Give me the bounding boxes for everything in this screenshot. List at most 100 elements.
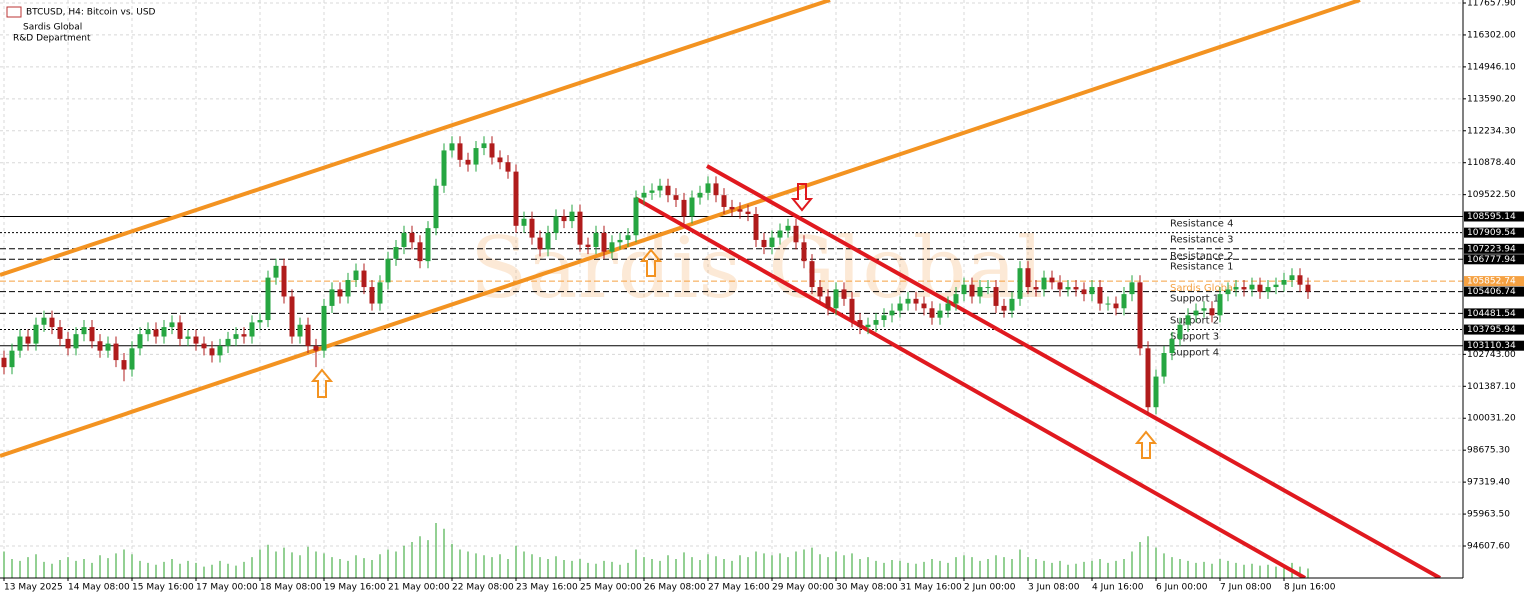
candle-body — [361, 270, 367, 288]
candle-body — [753, 214, 759, 240]
candle-body — [305, 324, 311, 346]
candle-body — [1017, 268, 1023, 299]
x-tick-label: 25 May 00:00 — [580, 583, 642, 593]
chart-title: BTCUSD, H4: Bitcoin vs. USD — [26, 8, 156, 18]
y-tick-label: 102743.00 — [1467, 350, 1516, 360]
candle-body — [681, 199, 687, 217]
candle-body — [497, 157, 503, 163]
candle-body — [265, 277, 271, 321]
candle-body — [617, 239, 623, 243]
signal-arrows — [310, 183, 1158, 459]
candle-body — [457, 143, 463, 160]
candle-body — [1241, 287, 1247, 290]
x-tick-label: 7 Jun 08:00 — [1220, 583, 1272, 593]
candle-body — [1257, 284, 1263, 292]
level-name: Resistance 4 — [1170, 218, 1233, 229]
y-tick-label: 94607.60 — [1467, 542, 1510, 552]
candle-body — [793, 225, 799, 243]
symbol-icon — [6, 6, 22, 18]
candle-body — [785, 225, 791, 231]
candle-body — [1073, 287, 1079, 290]
levels: Resistance 4 Resistance 3 Resistance 2Resi… — [0, 215, 1463, 359]
candle-body — [89, 327, 95, 342]
candle-body — [673, 195, 679, 200]
y-tick-label: 113590.20 — [1467, 94, 1516, 104]
x-tick-label: 13 May 2025 — [4, 583, 63, 593]
candle-body — [185, 336, 191, 339]
candle-body — [425, 228, 431, 262]
candle-body — [585, 244, 591, 248]
candle-body — [977, 287, 983, 297]
candle-body — [1169, 338, 1175, 354]
candle-body — [1081, 289, 1087, 295]
level-price: 105852.74 — [1467, 277, 1516, 287]
trend-line — [706, 164, 1441, 580]
x-tick-label: 30 May 08:00 — [836, 583, 898, 593]
grid — [0, 0, 1463, 578]
candle-body — [553, 216, 559, 233]
candle-body — [49, 317, 55, 328]
candle-body — [377, 282, 383, 304]
y-tick-label: 114946.10 — [1467, 62, 1516, 72]
candle-body — [121, 360, 127, 370]
trend-line — [0, 0, 831, 277]
candle-body — [721, 195, 727, 207]
axes-labels: 117657.90 116302.00 114946.10 113590.20 1122… — [3, 0, 1524, 593]
candle-body — [577, 211, 583, 245]
up-arrow — [1134, 430, 1158, 459]
level-price-box — [1464, 324, 1524, 335]
candle-body — [97, 341, 103, 351]
candle-body — [353, 270, 359, 280]
candle-body — [817, 287, 823, 297]
candle-body — [473, 148, 479, 165]
x-tick-label: 4 Jun 16:00 — [1092, 583, 1144, 593]
candle-body — [665, 185, 671, 196]
candle-body — [297, 324, 303, 337]
x-tick-label: 19 May 16:00 — [324, 583, 386, 593]
level-name: Resistance 3 — [1170, 235, 1233, 246]
candle-body — [1153, 376, 1159, 408]
candle-body — [385, 258, 391, 283]
level-price-box — [1464, 308, 1524, 319]
y-tick-label: 116302.00 — [1467, 30, 1516, 40]
y-tick-label: 117657.90 — [1467, 0, 1516, 8]
candle-body — [985, 287, 991, 289]
candle-body — [649, 190, 655, 193]
candle-body — [705, 183, 711, 193]
candle-body — [889, 310, 895, 316]
candle-body — [761, 239, 767, 248]
level-name: Support 1 — [1170, 294, 1219, 305]
candle-body — [657, 185, 663, 191]
candle-body — [1161, 353, 1167, 377]
candle-body — [233, 334, 239, 339]
candle-body — [825, 296, 831, 309]
candle-body — [241, 334, 247, 337]
candle-body — [697, 192, 703, 198]
candle-body — [393, 247, 399, 259]
time-axis-bg — [0, 578, 1525, 597]
y-tick-label: 110878.40 — [1467, 158, 1516, 168]
candle-body — [1089, 287, 1095, 295]
candle-body — [449, 143, 455, 151]
up-arrow — [639, 248, 663, 277]
candle-body — [849, 298, 855, 321]
candle-body — [569, 211, 575, 222]
candle-body — [1137, 282, 1143, 349]
department: R&D Department — [13, 34, 91, 44]
candle-body — [809, 261, 815, 288]
candle-body — [1129, 282, 1135, 295]
level-price-box — [1464, 276, 1524, 287]
candle-body — [337, 289, 343, 297]
candles — [1, 136, 1311, 415]
y-tick-label: 95963.50 — [1467, 510, 1510, 520]
candle-body — [329, 289, 335, 306]
candle-body — [745, 211, 751, 215]
candle-body — [641, 192, 647, 198]
candle-body — [161, 327, 167, 337]
trend-line — [634, 196, 1306, 580]
candle-body — [913, 298, 919, 304]
candle-body — [217, 345, 223, 356]
candle-body — [1049, 277, 1055, 283]
x-tick-label: 22 May 08:00 — [452, 583, 514, 593]
candle-body — [481, 143, 487, 149]
